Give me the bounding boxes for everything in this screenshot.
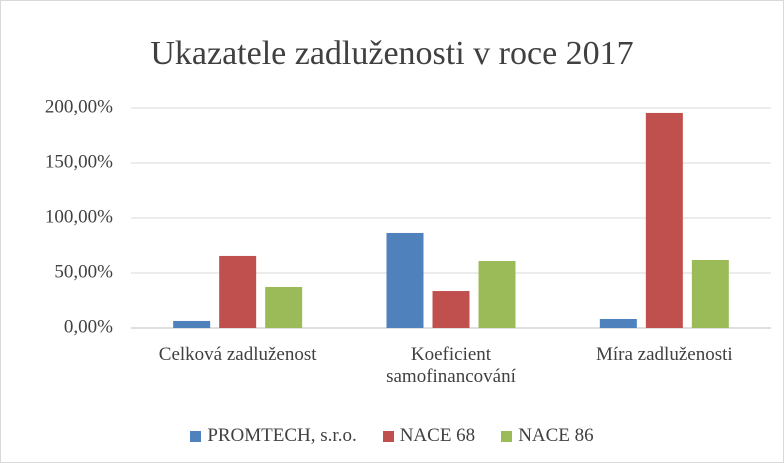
bar bbox=[432, 291, 470, 328]
x-tick-label: Celková zadluženost bbox=[158, 344, 317, 365]
chart-title: Ukazatele zadluženosti v roce 2017 bbox=[150, 35, 633, 72]
bar bbox=[219, 255, 257, 328]
legend: PROMTECH, s.r.o. NACE 68 NACE 86 bbox=[1, 425, 783, 447]
legend-swatch bbox=[382, 430, 394, 442]
y-tick-label: 150,00% bbox=[45, 151, 113, 172]
legend-item: NACE 86 bbox=[501, 425, 594, 447]
bar bbox=[265, 286, 303, 328]
legend-swatch bbox=[501, 430, 513, 442]
bar bbox=[478, 261, 516, 328]
legend-label: PROMTECH, s.r.o. bbox=[207, 425, 357, 446]
x-tick-label: Míra zadluženosti bbox=[596, 344, 733, 365]
legend-label: NACE 68 bbox=[399, 425, 476, 446]
bar bbox=[599, 318, 637, 328]
bar bbox=[386, 232, 424, 328]
y-tick-label: 200,00% bbox=[45, 96, 113, 117]
legend-item: PROMTECH, s.r.o. bbox=[190, 425, 357, 447]
y-tick-label: 100,00% bbox=[45, 206, 113, 227]
bar bbox=[691, 260, 729, 328]
bar bbox=[645, 112, 683, 328]
y-tick-label: 0,00% bbox=[64, 316, 113, 337]
legend-item: NACE 68 bbox=[382, 425, 476, 447]
y-tick-label: 50,00% bbox=[54, 261, 113, 282]
legend-swatch bbox=[190, 430, 202, 442]
bar bbox=[173, 320, 211, 328]
x-tick-label: Koeficient samofinancování bbox=[386, 344, 516, 387]
legend-label: NACE 86 bbox=[518, 425, 594, 446]
